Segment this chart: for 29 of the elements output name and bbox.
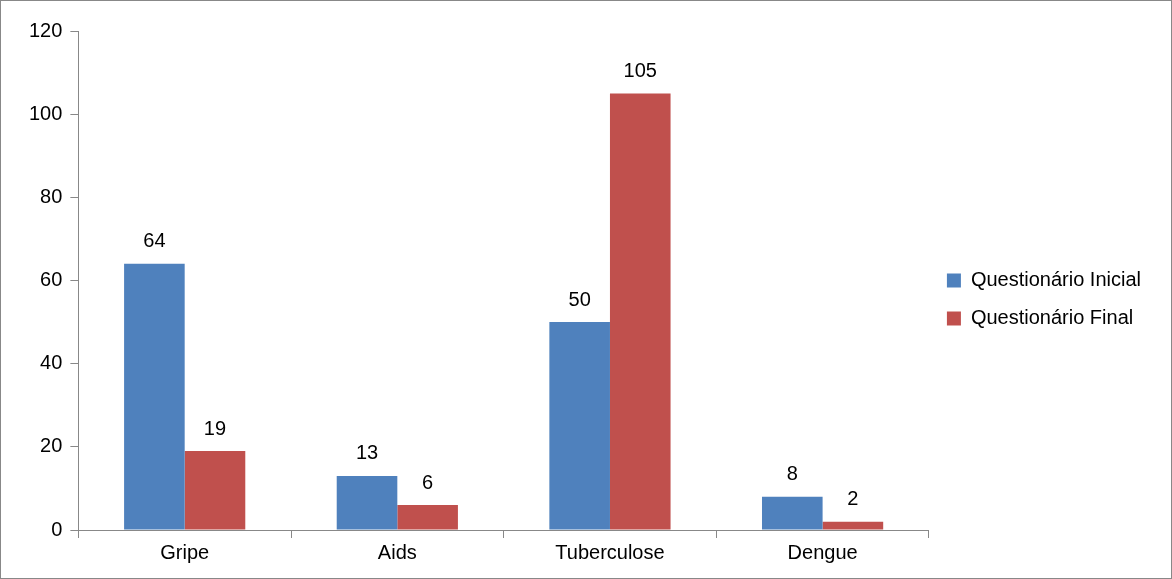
data-label: 50 [568, 287, 591, 310]
bar [124, 263, 185, 530]
y-tick-label: 0 [51, 517, 63, 540]
data-label: 2 [847, 487, 859, 510]
data-label: 19 [203, 416, 227, 439]
bar [184, 450, 246, 530]
x-tick-label: Aids [377, 540, 417, 563]
bar [549, 322, 610, 530]
y-tick-label: 20 [40, 434, 63, 457]
y-tick-label: 100 [28, 101, 63, 124]
x-tick-label: Tuberculose [555, 540, 665, 563]
bar [397, 505, 458, 530]
legend-label: Questionário Final [970, 306, 1134, 329]
y-tick-label: 120 [28, 18, 63, 41]
data-label: 13 [355, 441, 379, 464]
x-tick-label: Dengue [787, 540, 858, 563]
y-tick-label: 40 [40, 351, 63, 374]
y-tick-label: 60 [40, 268, 63, 291]
data-label: 8 [786, 462, 798, 485]
data-label: 105 [623, 58, 657, 81]
data-label: 64 [143, 229, 166, 252]
legend-label: Questionário Inicial [970, 268, 1142, 291]
bar [822, 521, 884, 530]
y-tick-label: 80 [40, 184, 63, 207]
bar [609, 93, 671, 530]
bar [761, 496, 823, 530]
bar [336, 475, 398, 530]
x-tick-label: Gripe [160, 540, 210, 563]
data-label: 6 [422, 470, 434, 493]
